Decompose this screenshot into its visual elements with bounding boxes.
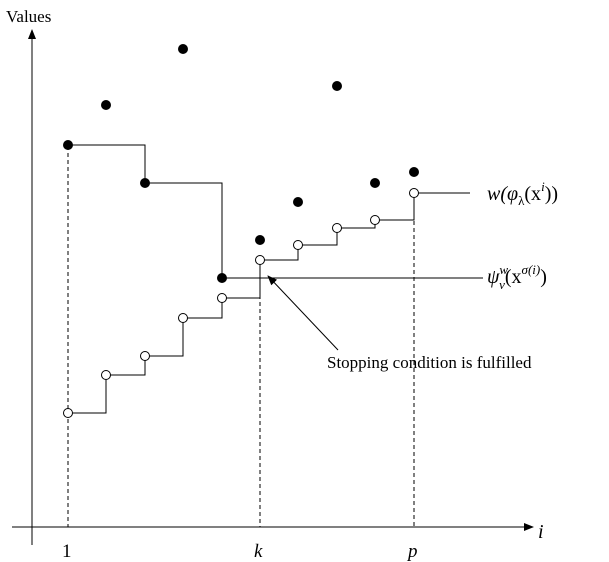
filled-point xyxy=(255,235,265,245)
open-point xyxy=(63,408,73,418)
open-point xyxy=(370,215,380,225)
upper-step-line xyxy=(68,144,483,279)
filled-point xyxy=(178,44,188,54)
open-points xyxy=(63,188,419,418)
open-point xyxy=(140,351,150,361)
filled-point xyxy=(63,140,73,150)
filled-point xyxy=(370,178,380,188)
filled-point xyxy=(101,100,111,110)
open-point xyxy=(101,370,111,380)
y-axis-label: Values xyxy=(6,7,51,26)
filled-point xyxy=(217,273,227,283)
filled-point xyxy=(293,197,303,207)
open-point xyxy=(409,188,419,198)
open-point xyxy=(332,223,342,233)
lower-curve-label: ψw v(xσ(i)) xyxy=(487,262,547,292)
lower-step-line xyxy=(68,192,470,414)
filled-point xyxy=(332,81,342,91)
annotation-text: Stopping condition is fulfilled xyxy=(327,353,532,372)
annotation-arrow xyxy=(267,275,339,351)
open-point xyxy=(293,240,303,250)
open-point xyxy=(178,313,188,323)
x-tick-p: p xyxy=(406,541,418,562)
upper-curve-label: w(φλ(xi)) xyxy=(487,179,558,208)
x-axis-label: i xyxy=(538,521,544,543)
filled-point xyxy=(409,167,419,177)
filled-point xyxy=(140,178,150,188)
open-point xyxy=(217,293,227,303)
x-tick-k: k xyxy=(254,541,263,562)
x-tick-1: 1 xyxy=(62,541,72,562)
open-point xyxy=(255,255,265,265)
